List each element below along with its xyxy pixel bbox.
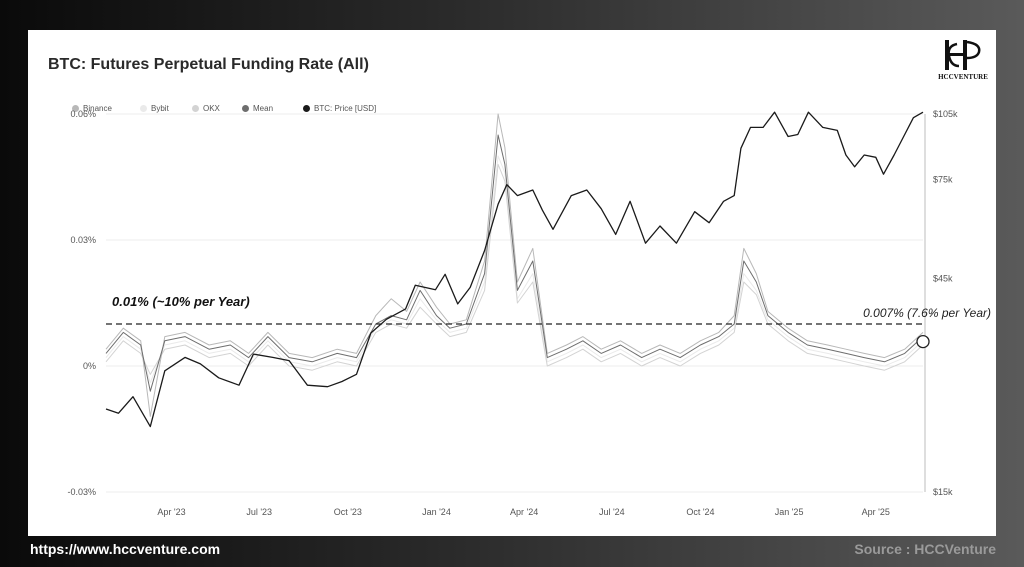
- legend-item-mean[interactable]: Mean: [242, 104, 273, 113]
- chart-plot: -0.03% 0% 0.03% 0.06% $15k $45k $75k $105k Apr '…: [67, 109, 991, 517]
- logo-text: HCCVENTURE: [938, 73, 988, 81]
- legend-label-binance: Binance: [83, 104, 112, 113]
- chart-card: BTC: Futures Perpetual Funding Rate (All…: [28, 30, 996, 536]
- legend-dot-mean: [242, 105, 249, 112]
- x-tick-label: Jan '25: [775, 507, 804, 517]
- series-line-binance: [105, 113, 924, 417]
- x-tick-label: Apr '23: [157, 507, 185, 517]
- annotation-left: 0.01% (~10% per Year): [112, 294, 250, 309]
- series-line-bybit: [105, 155, 924, 384]
- hcc-logo-mark: [945, 40, 981, 70]
- y-tick-label-right: $45k: [933, 274, 953, 284]
- legend-label-okx: OKX: [203, 104, 220, 113]
- legend-item-okx[interactable]: OKX: [192, 104, 220, 113]
- y-tick-label-left: -0.03%: [67, 487, 96, 497]
- latest-funding-marker: [916, 334, 930, 349]
- legend-item-binance[interactable]: Binance: [72, 104, 112, 113]
- legend-label-btc-price: BTC: Price [USD]: [314, 104, 377, 113]
- legend-dot-bybit: [140, 105, 147, 112]
- y-tick-label-right: $15k: [933, 487, 953, 497]
- series-line-mean: [105, 134, 924, 392]
- legend-label-bybit: Bybit: [151, 104, 169, 113]
- series-line-btc-price: [105, 111, 924, 428]
- legend-dot-okx: [192, 105, 199, 112]
- x-tick-label: Jul '24: [599, 507, 625, 517]
- y-tick-label-left: 0.06%: [70, 109, 96, 119]
- annotation-right: 0.007% (7.6% per Year): [863, 306, 991, 320]
- series-line-okx: [105, 163, 924, 375]
- legend-label-mean: Mean: [253, 104, 274, 113]
- x-tick-label: Jan '24: [422, 507, 451, 517]
- hcc-logo: HCCVENTURE: [933, 36, 993, 86]
- x-tick-label: Apr '25: [862, 507, 890, 517]
- x-tick-label: Oct '24: [686, 507, 714, 517]
- x-tick-label: Jul '23: [246, 507, 272, 517]
- y-tick-label-left: 0.03%: [70, 235, 96, 245]
- footer-source: Source : HCCVenture: [854, 541, 996, 557]
- legend-dot-btc-price: [303, 105, 310, 112]
- legend-dot-binance: [72, 105, 79, 112]
- x-tick-label: Oct '23: [334, 507, 362, 517]
- footer-url[interactable]: https://www.hccventure.com: [30, 541, 221, 557]
- legend-item-btc-price[interactable]: BTC: Price [USD]: [303, 104, 376, 113]
- x-tick-label: Apr '24: [510, 507, 538, 517]
- legend-item-bybit[interactable]: Bybit: [140, 104, 169, 113]
- y-tick-label-right: $105k: [933, 109, 958, 119]
- y-tick-label-right: $75k: [933, 174, 953, 184]
- y-tick-label-left: 0%: [83, 361, 96, 371]
- chart-title: BTC: Futures Perpetual Funding Rate (All…: [48, 56, 369, 73]
